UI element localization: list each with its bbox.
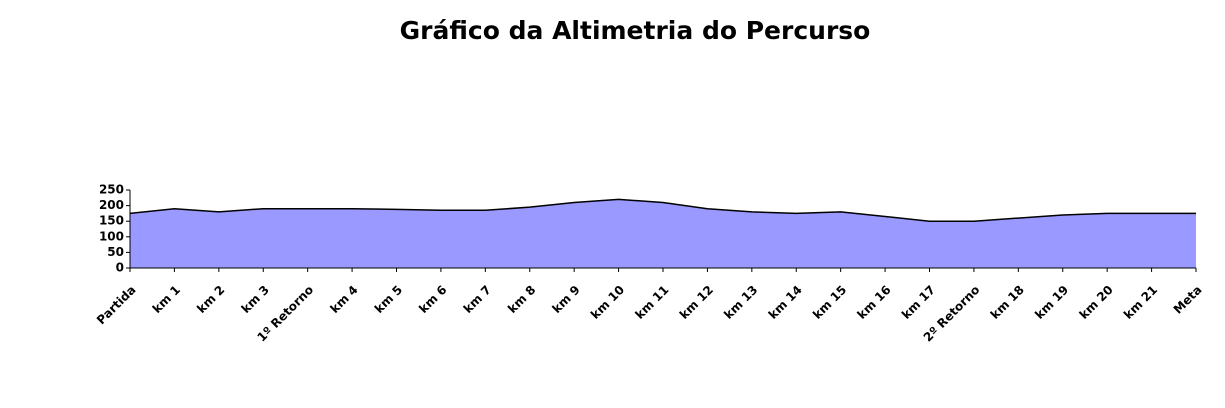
x-tick-label: km 13 <box>721 283 760 322</box>
x-tick-label: Partida <box>94 283 139 328</box>
y-tick-label: 250 <box>99 183 124 197</box>
area <box>130 199 1196 268</box>
x-tick-label: km 8 <box>505 283 538 316</box>
x-tick-label: km 21 <box>1121 283 1160 322</box>
x-tick-label: km 11 <box>632 283 671 322</box>
x-tick-label: km 1 <box>150 283 183 316</box>
x-tick-label: km 18 <box>988 283 1027 322</box>
x-tick-label: km 2 <box>194 283 227 316</box>
x-tick-label: km 15 <box>810 283 849 322</box>
x-tick-label: km 19 <box>1032 283 1071 322</box>
chart-title: Gráfico da Altimetria do Percurso <box>400 16 871 45</box>
y-tick-label: 100 <box>99 229 124 243</box>
x-tick-label: km 7 <box>461 283 494 316</box>
x-tick-label: km 3 <box>239 283 272 316</box>
x-tick-label: km 16 <box>855 283 894 322</box>
x-tick-label: km 5 <box>372 283 405 316</box>
y-tick-label: 0 <box>116 261 124 275</box>
x-tick-label: km 20 <box>1077 283 1116 322</box>
x-tick-label: km 12 <box>677 283 716 322</box>
y-tick-label: 200 <box>99 198 124 212</box>
y-tick-label: 50 <box>107 245 124 259</box>
y-tick-label: 150 <box>99 214 124 228</box>
x-tick-label: km 9 <box>550 283 583 316</box>
x-tick-label: km 17 <box>899 283 938 322</box>
x-tick-label: km 10 <box>588 283 627 322</box>
area-line <box>129 198 1196 222</box>
x-tick-label: km 4 <box>327 283 360 316</box>
x-tick-label: km 14 <box>766 283 805 322</box>
x-tick-label: Meta <box>1171 283 1205 317</box>
x-tick-label: km 6 <box>416 283 449 316</box>
